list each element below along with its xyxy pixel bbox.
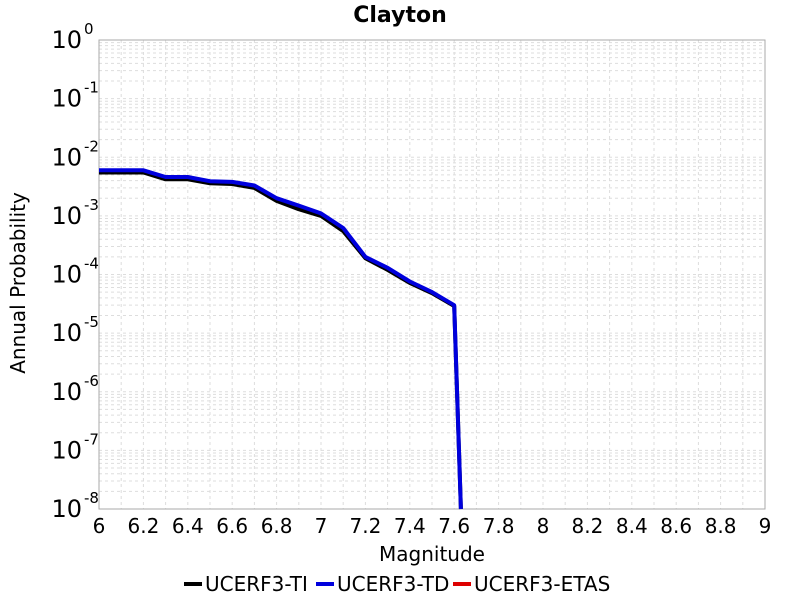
x-axis-label: Magnitude bbox=[379, 542, 485, 566]
x-tick-label: 8.2 bbox=[571, 514, 603, 538]
x-tick-label: 8 bbox=[537, 514, 550, 538]
y-tick: 10 -2 bbox=[51, 137, 99, 171]
y-tick-exponent: -8 bbox=[84, 489, 99, 507]
y-tick: 10 -5 bbox=[51, 313, 99, 347]
y-tick: 10 0 bbox=[51, 20, 93, 54]
y-tick-base: 10 bbox=[51, 202, 82, 230]
legend-label: UCERF3-TD bbox=[337, 572, 449, 596]
y-tick-exponent: -2 bbox=[84, 137, 99, 155]
y-tick-exponent: -7 bbox=[84, 430, 99, 448]
x-tick-label: 8.8 bbox=[705, 514, 737, 538]
y-tick-base: 10 bbox=[51, 261, 82, 289]
x-tick-label: 7 bbox=[315, 514, 328, 538]
x-tick-label: 6.2 bbox=[127, 514, 159, 538]
y-tick-base: 10 bbox=[51, 85, 82, 113]
x-tick-label: 6 bbox=[93, 514, 106, 538]
x-tick-label: 6.4 bbox=[172, 514, 204, 538]
legend-label: UCERF3-TI bbox=[205, 572, 308, 596]
y-tick-exponent: -1 bbox=[84, 79, 99, 97]
x-tick-label: 6.6 bbox=[216, 514, 248, 538]
series-layer bbox=[99, 168, 463, 510]
series-line bbox=[99, 168, 463, 510]
x-tick-label: 7.2 bbox=[349, 514, 381, 538]
x-tick-label: 6.8 bbox=[261, 514, 293, 538]
y-tick-base: 10 bbox=[51, 26, 82, 54]
y-tick: 10 -1 bbox=[51, 79, 99, 113]
y-tick-exponent: -4 bbox=[84, 255, 99, 273]
y-tick-base: 10 bbox=[51, 378, 82, 406]
y-tick: 10 -7 bbox=[51, 430, 99, 464]
plot-frame bbox=[98, 39, 766, 510]
y-tick: 10 -8 bbox=[51, 489, 99, 523]
series-line bbox=[99, 170, 463, 510]
y-tick-base: 10 bbox=[51, 319, 82, 347]
y-tick: 10 -4 bbox=[51, 255, 99, 289]
x-tick-label: 7.8 bbox=[483, 514, 515, 538]
x-tick-label: 9 bbox=[759, 514, 772, 538]
legend: UCERF3-TI UCERF3-TD UCERF3-ETAS bbox=[184, 572, 610, 596]
y-tick-base: 10 bbox=[51, 143, 82, 171]
x-tick-label: 7.6 bbox=[438, 514, 470, 538]
x-tick-label: 8.6 bbox=[660, 514, 692, 538]
y-tick-exponent: 0 bbox=[84, 20, 94, 38]
legend-label: UCERF3-ETAS bbox=[474, 572, 610, 596]
y-tick-base: 10 bbox=[51, 495, 82, 523]
grid bbox=[99, 40, 765, 510]
y-axis-label: Annual Probability bbox=[6, 192, 30, 374]
x-tick-label: 7.4 bbox=[394, 514, 426, 538]
chart-title: Clayton bbox=[353, 3, 447, 28]
y-tick-exponent: -5 bbox=[84, 313, 99, 331]
y-tick-exponent: -3 bbox=[84, 196, 99, 214]
x-axis-ticks: 6 6.2 6.4 6.6 6.8 7 7.2 7.4 7.6 7.8 8 8.2 8.4 8.6 8.8 9 bbox=[93, 514, 772, 538]
y-tick-base: 10 bbox=[51, 436, 82, 464]
y-tick: 10 -6 bbox=[51, 372, 99, 406]
x-tick-label: 8.4 bbox=[616, 514, 648, 538]
y-tick: 10 -3 bbox=[51, 196, 99, 230]
y-tick-exponent: -6 bbox=[84, 372, 99, 390]
